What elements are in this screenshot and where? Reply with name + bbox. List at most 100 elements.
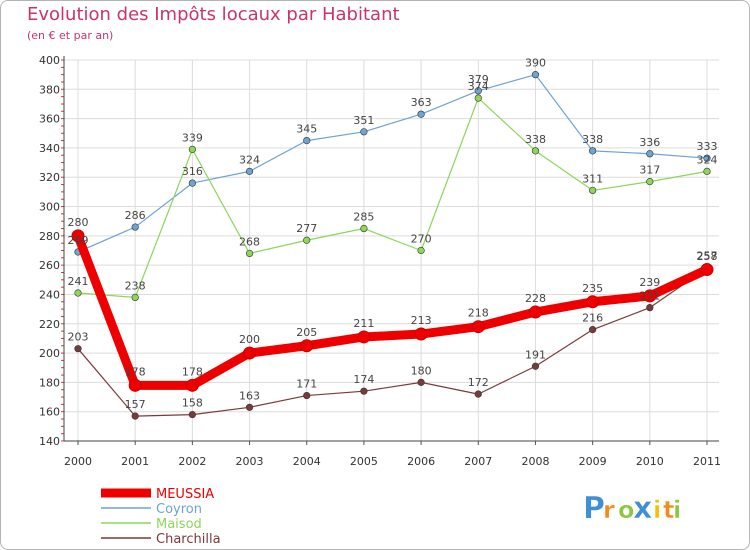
- data-point-maisod: [703, 167, 711, 175]
- data-label-maisod: 339: [182, 131, 203, 144]
- data-label-maisod: 338: [525, 133, 546, 146]
- data-label-coyron: 338: [582, 133, 603, 146]
- data-label-maisod: 270: [411, 233, 432, 246]
- legend-label-meussia: MEUSSIA: [156, 487, 214, 502]
- data-point-meussia: [185, 378, 199, 392]
- y-tick-label: 260: [39, 259, 60, 272]
- data-point-meussia: [700, 263, 714, 277]
- brand-logo-letter: x: [633, 491, 652, 526]
- legend-label-charchilla: Charchilla: [156, 532, 221, 547]
- x-tick-label: 2003: [236, 455, 264, 468]
- data-label-meussia: 178: [125, 365, 146, 378]
- data-point-maisod: [360, 224, 368, 233]
- data-point-charchilla: [188, 411, 196, 419]
- y-tick-label: 220: [39, 318, 60, 331]
- data-point-meussia: [128, 378, 142, 392]
- data-point-meussia: [243, 346, 257, 360]
- data-point-coyron: [417, 110, 425, 118]
- data-point-maisod: [646, 178, 654, 186]
- x-tick-label: 2002: [178, 455, 206, 468]
- data-point-coyron: [188, 179, 196, 187]
- data-point-maisod: [131, 293, 139, 301]
- x-tick-label: 2008: [521, 455, 549, 468]
- y-tick-label: 240: [39, 288, 60, 301]
- data-label-maisod: 285: [353, 211, 374, 224]
- data-label-coyron: 390: [525, 57, 546, 70]
- y-tick-label: 300: [39, 201, 60, 214]
- data-label-meussia: 228: [525, 292, 546, 305]
- data-label-coyron: 316: [182, 165, 203, 178]
- data-point-maisod: [417, 246, 425, 255]
- data-label-meussia: 235: [582, 282, 603, 295]
- data-point-coyron: [646, 150, 654, 158]
- brand-logo-letter: P: [583, 491, 605, 526]
- data-point-charchilla: [303, 391, 311, 400]
- data-point-meussia: [643, 289, 657, 303]
- data-label-coyron: 269: [68, 234, 89, 247]
- data-point-maisod: [303, 236, 311, 244]
- data-point-coyron: [303, 136, 311, 145]
- y-tick-label: 160: [39, 406, 60, 419]
- data-point-meussia: [528, 305, 542, 319]
- data-label-charchilla: 172: [468, 376, 489, 389]
- data-point-maisod: [245, 249, 254, 258]
- data-label-charchilla: 180: [411, 364, 432, 377]
- data-label-charchilla: 163: [239, 389, 260, 402]
- data-label-charchilla: 216: [582, 312, 603, 325]
- data-label-coyron: 333: [697, 140, 718, 153]
- data-point-coyron: [474, 87, 482, 95]
- data-point-charchilla: [131, 412, 139, 420]
- data-point-meussia: [71, 229, 85, 243]
- data-point-maisod: [531, 147, 540, 155]
- legend-label-maisod: Maisod: [156, 517, 202, 532]
- data-point-meussia: [414, 327, 428, 341]
- data-label-meussia: 280: [68, 216, 89, 229]
- data-label-charchilla: 191: [525, 348, 546, 361]
- data-point-maisod: [474, 94, 482, 102]
- data-point-charchilla: [360, 387, 368, 395]
- y-tick-label: 280: [39, 230, 60, 243]
- data-label-charchilla: 231: [639, 290, 660, 303]
- data-point-maisod: [589, 186, 597, 195]
- data-point-coyron: [245, 167, 254, 175]
- x-tick-label: 2010: [636, 455, 664, 468]
- x-tick-label: 2001: [121, 455, 149, 468]
- data-point-coyron: [360, 128, 368, 136]
- y-tick-label: 200: [39, 347, 60, 360]
- y-tick-label: 400: [39, 54, 60, 67]
- data-point-coyron: [131, 223, 139, 231]
- data-label-coyron: 379: [468, 73, 489, 86]
- data-point-meussia: [357, 330, 371, 344]
- data-label-charchilla: 157: [125, 398, 146, 411]
- data-point-charchilla: [245, 403, 254, 411]
- data-label-charchilla: 171: [296, 378, 317, 391]
- data-label-charchilla: 203: [68, 331, 89, 344]
- brand-logo-letter: i: [653, 496, 661, 524]
- y-tick-label: 320: [39, 171, 60, 184]
- x-tick-label: 2007: [464, 455, 492, 468]
- data-label-maisod: 277: [296, 222, 317, 235]
- data-label-coyron: 363: [411, 96, 432, 109]
- series-line-meussia: [73, 231, 712, 390]
- brand-logo-letter: i: [673, 496, 681, 524]
- data-label-maisod: 241: [68, 275, 89, 288]
- y-tick-label: 340: [39, 142, 60, 155]
- data-label-coyron: 286: [125, 209, 146, 222]
- data-label-charchilla: 158: [182, 397, 203, 410]
- data-label-maisod: 268: [239, 235, 260, 248]
- y-tick-label: 140: [39, 435, 60, 448]
- data-label-maisod: 317: [639, 164, 660, 177]
- x-tick-label: 2006: [407, 455, 435, 468]
- data-point-charchilla: [646, 304, 654, 312]
- data-label-meussia: 257: [697, 250, 718, 263]
- data-label-meussia: 239: [639, 276, 660, 289]
- data-label-meussia: 200: [239, 333, 260, 346]
- data-label-meussia: 213: [411, 314, 432, 327]
- data-label-meussia: 218: [468, 307, 489, 320]
- data-label-maisod: 238: [125, 279, 146, 292]
- brand-logo-letter: t: [663, 496, 674, 524]
- x-tick-label: 2005: [350, 455, 378, 468]
- data-point-meussia: [586, 295, 600, 309]
